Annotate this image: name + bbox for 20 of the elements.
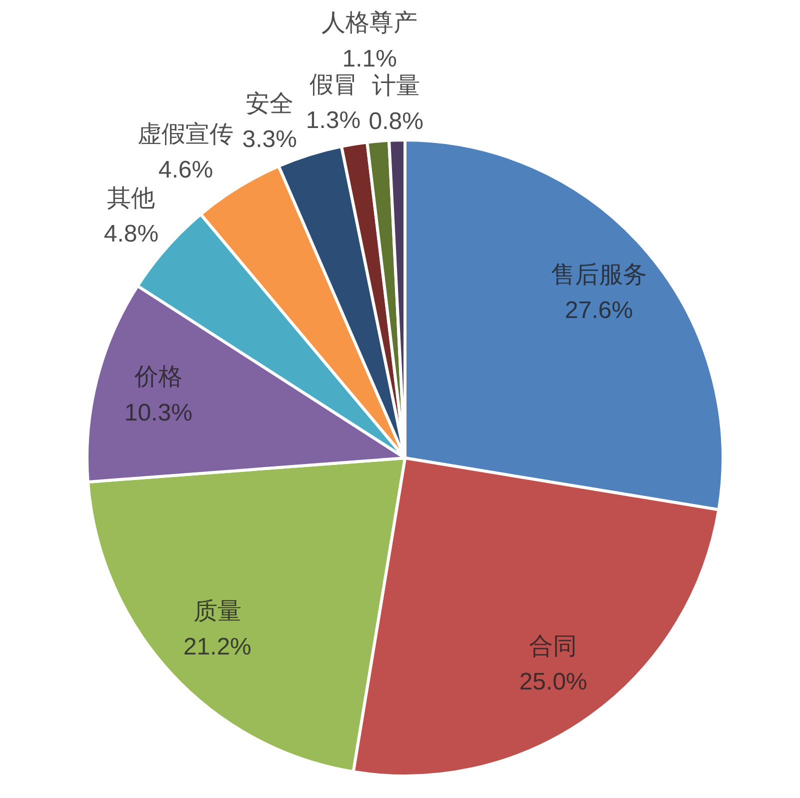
slice-label: 其他 (107, 184, 156, 212)
data-label: 0.8% (368, 108, 424, 135)
data-label: 4.6% (158, 156, 214, 184)
data-label: 25.0% (519, 668, 588, 696)
data-label: 21.2% (183, 634, 252, 661)
slice-label: 售后服务 (550, 262, 647, 289)
slice-label: 计量 (372, 72, 420, 100)
slice-label: 人格尊产 (322, 10, 418, 37)
data-label: 4.8% (104, 220, 159, 248)
slice-label: 虚假宣传 (138, 120, 234, 148)
data-label: 10.3% (124, 399, 192, 426)
slice-label: 质量 (193, 598, 242, 626)
slice-label: 假冒 (309, 71, 358, 98)
data-label: 1.3% (306, 106, 361, 134)
slice-label: 合同 (529, 632, 578, 660)
slice-label: 安全 (246, 90, 294, 118)
data-label: 1.1% (342, 45, 397, 72)
data-label: 3.3% (242, 126, 297, 154)
slice-label: 价格 (133, 364, 182, 391)
data-label: 27.6% (564, 297, 633, 324)
